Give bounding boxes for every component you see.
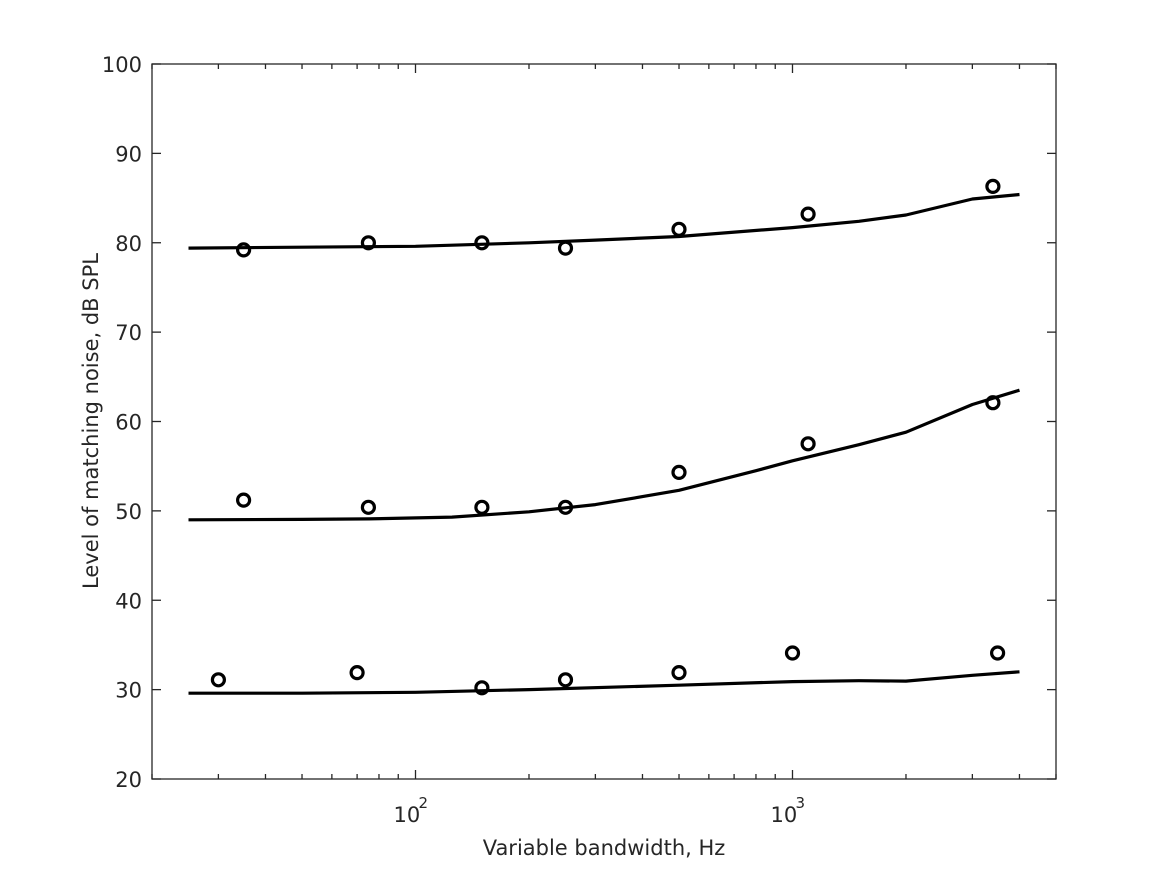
data-point-marker <box>557 672 574 688</box>
data-point-marker <box>671 664 687 681</box>
data-point-marker <box>360 499 376 515</box>
data-point-marker <box>989 645 1006 661</box>
y-tick-label: 90 <box>115 142 142 166</box>
data-point-marker <box>671 464 687 480</box>
x-tick-label-exponent: 2 <box>419 794 429 812</box>
data-point-marker <box>800 206 816 222</box>
model-line <box>188 670 1020 695</box>
x-tick-label-exponent: 3 <box>795 794 805 812</box>
y-tick-label: 30 <box>115 679 142 703</box>
data-point-marker <box>236 492 252 508</box>
y-tick-label: 80 <box>115 232 142 256</box>
y-axis-label: Level of matching noise, dB SPL <box>79 253 103 589</box>
x-tick-label: 10 <box>394 803 421 827</box>
data-point-marker <box>800 436 816 452</box>
data-point-marker <box>474 499 490 515</box>
y-tick-label: 100 <box>102 53 142 77</box>
y-tick-label: 40 <box>115 589 142 613</box>
plot-series <box>188 178 1020 696</box>
y-tick-label: 20 <box>115 768 142 792</box>
data-point-marker <box>784 645 801 661</box>
data-point-marker <box>210 672 226 688</box>
model-line <box>188 388 1020 522</box>
y-tick-label: 60 <box>115 411 142 435</box>
y-axis-ticks: 20 30 40 50 60 70 80 90 100 <box>102 53 1056 792</box>
y-tick-label: 50 <box>115 500 142 524</box>
x-axis-ticks: 102 103 <box>151 64 1057 827</box>
data-point-marker <box>236 242 252 258</box>
data-point-marker <box>349 664 365 681</box>
data-point-marker <box>985 178 1001 194</box>
data-point-marker <box>360 235 376 251</box>
model-line <box>188 192 1020 250</box>
data-point-marker <box>474 680 490 696</box>
y-tick-label: 70 <box>115 321 142 345</box>
x-tick-label: 10 <box>770 803 797 827</box>
x-axis-label: Variable bandwidth, Hz <box>483 836 726 860</box>
